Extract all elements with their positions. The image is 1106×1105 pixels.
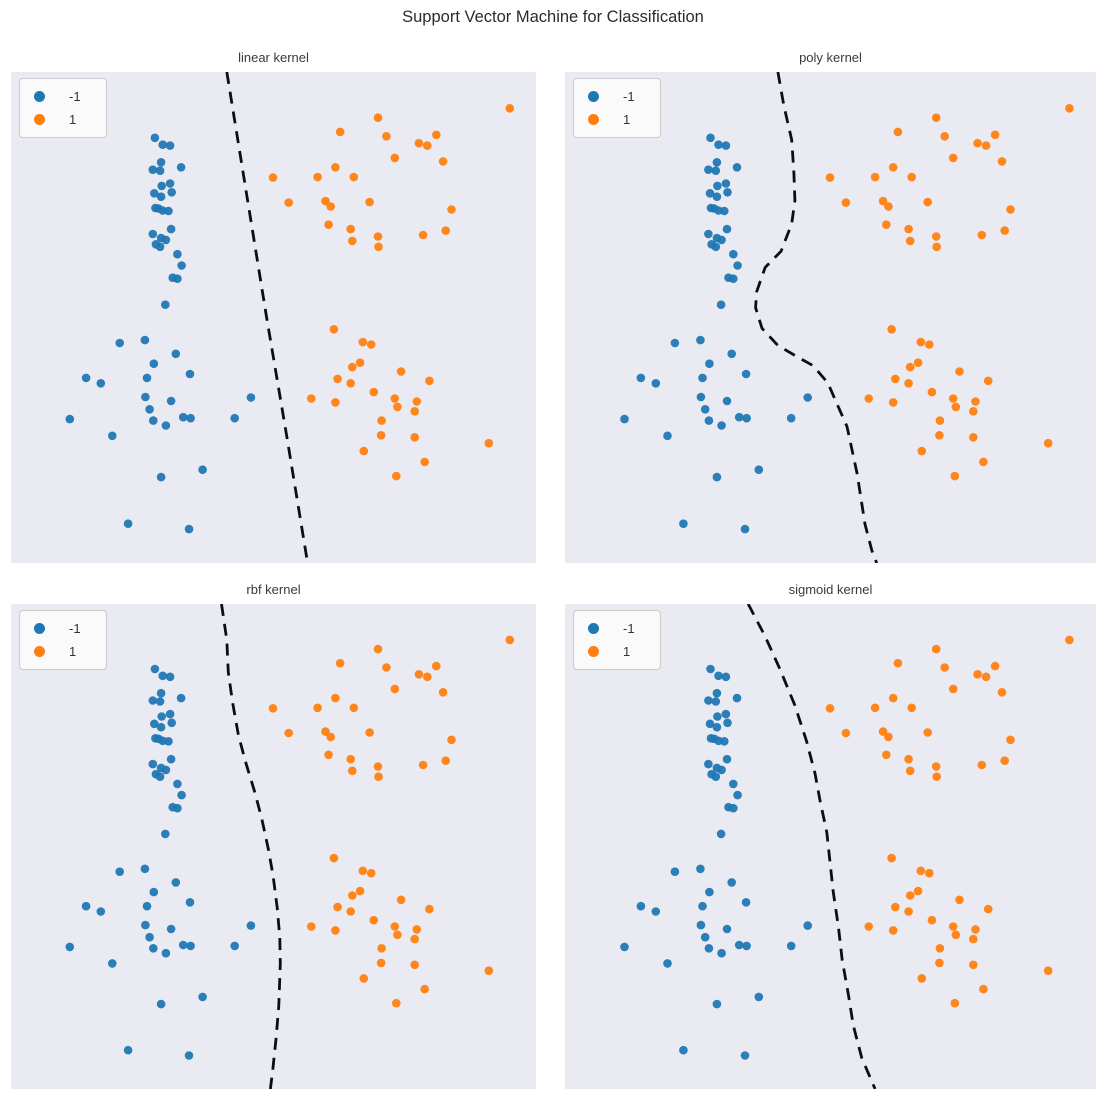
legend-item-neg1: -1 (34, 617, 96, 640)
legend-item-pos1: 1 (34, 640, 96, 663)
scatter-plot-svg (65, 72, 515, 563)
scatter-points-class--1 (620, 133, 812, 534)
subplot-poly: poly kernel -1 1 (565, 40, 1096, 563)
legend-item-neg1: -1 (588, 617, 650, 640)
figure-title: Support Vector Machine for Classificatio… (402, 8, 704, 26)
legend-label-neg1: -1 (623, 89, 635, 104)
legend-label-pos1: 1 (623, 112, 631, 127)
subplot-title-rbf: rbf kernel (246, 582, 301, 597)
decision-boundary (746, 604, 877, 1089)
scatter-points-class-1 (268, 104, 515, 481)
subplot-sigmoid: sigmoid kernel -1 1 (565, 572, 1096, 1089)
scatter-points-class--1 (65, 133, 256, 534)
legend-label-neg1: -1 (69, 621, 81, 636)
scatter-points-class--1 (620, 664, 812, 1060)
legend-label-pos1: 1 (69, 112, 77, 127)
legend-marker-pos1-icon (588, 646, 599, 657)
legend-marker-pos1-icon (34, 646, 45, 657)
subplot-title-linear: linear kernel (238, 50, 309, 65)
legend-label-pos1: 1 (69, 644, 77, 659)
subplot-title-sigmoid: sigmoid kernel (788, 582, 873, 597)
legend-label-neg1: -1 (623, 621, 635, 636)
legend-item-neg1: -1 (588, 85, 650, 108)
scatter-points-class--1 (65, 664, 256, 1060)
legend: -1 1 (573, 78, 661, 138)
legend-marker-pos1-icon (588, 114, 599, 125)
scatter-points-class-1 (825, 635, 1074, 1008)
plot-area-sigmoid: -1 1 (565, 604, 1096, 1089)
legend-label-pos1: 1 (623, 644, 631, 659)
decision-boundary (754, 72, 879, 563)
scatter-points-class-1 (825, 104, 1074, 481)
legend-item-pos1: 1 (588, 108, 650, 131)
decision-boundary (225, 72, 309, 563)
legend: -1 1 (19, 78, 107, 138)
legend-marker-neg1-icon (34, 623, 45, 634)
scatter-plot-svg (65, 604, 515, 1089)
legend-marker-neg1-icon (34, 91, 45, 102)
legend: -1 1 (19, 610, 107, 670)
legend-marker-neg1-icon (588, 91, 599, 102)
legend-item-pos1: 1 (34, 108, 96, 131)
scatter-points-class-1 (268, 635, 515, 1008)
legend-marker-neg1-icon (588, 623, 599, 634)
decision-boundary (220, 604, 282, 1089)
legend-marker-pos1-icon (34, 114, 45, 125)
scatter-plot-svg (620, 72, 1074, 563)
legend: -1 1 (573, 610, 661, 670)
plot-area-rbf: -1 1 (11, 604, 536, 1089)
plot-area-linear: -1 1 (11, 72, 536, 563)
scatter-plot-svg (620, 604, 1074, 1089)
subplot-linear: linear kernel -1 1 (11, 40, 536, 563)
plot-area-poly: -1 1 (565, 72, 1096, 563)
subplot-title-poly: poly kernel (799, 50, 862, 65)
legend-item-neg1: -1 (34, 85, 96, 108)
legend-label-neg1: -1 (69, 89, 81, 104)
subplot-rbf: rbf kernel -1 1 (11, 572, 536, 1089)
legend-item-pos1: 1 (588, 640, 650, 663)
